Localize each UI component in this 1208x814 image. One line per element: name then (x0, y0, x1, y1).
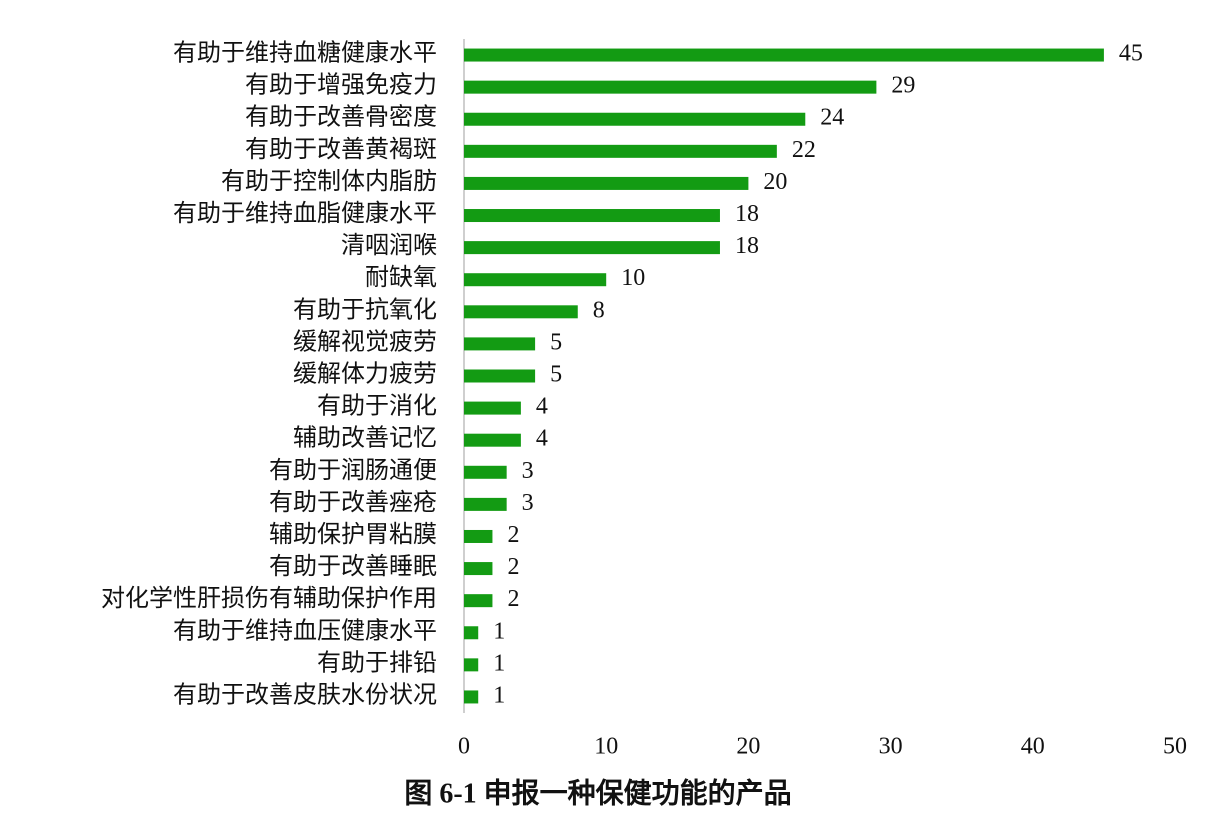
x-tick-label: 40 (1021, 734, 1045, 760)
y-tick-label: 有助于改善皮肤水份状况 (173, 681, 437, 708)
x-tick-label: 20 (736, 734, 760, 760)
value-label: 5 (550, 329, 562, 355)
y-tick-label: 有助于维持血糖健康水平 (173, 40, 437, 67)
value-label: 20 (763, 169, 787, 195)
y-tick-label: 有助于排铅 (317, 649, 437, 676)
y-tick-label: 有助于维持血脂健康水平 (173, 200, 437, 227)
x-tick-label: 50 (1163, 734, 1187, 760)
y-tick-label: 清咽润喉 (341, 232, 437, 259)
value-label: 29 (891, 73, 915, 99)
bar (464, 305, 578, 319)
y-tick-label: 耐缺氧 (365, 264, 437, 291)
y-tick-label: 对化学性肝损伤有辅助保护作用 (101, 585, 437, 612)
value-label: 18 (735, 201, 759, 227)
x-tick-label: 30 (879, 734, 903, 760)
bar (464, 529, 493, 543)
value-label: 1 (493, 618, 505, 644)
y-tick-label: 辅助改善记忆 (293, 425, 437, 452)
y-tick-label: 缓解体力疲劳 (293, 361, 437, 388)
y-tick-label: 有助于消化 (317, 393, 437, 420)
y-tick-label: 辅助保护胃粘膜 (269, 521, 437, 548)
bar (464, 48, 1104, 62)
value-label: 3 (522, 490, 534, 516)
bar (464, 658, 479, 672)
value-label: 10 (621, 265, 645, 291)
value-label: 3 (522, 458, 534, 484)
y-tick-label: 有助于改善睡眠 (269, 553, 437, 580)
y-tick-label: 缓解视觉疲劳 (293, 328, 437, 355)
y-tick-label: 有助于维持血压健康水平 (173, 617, 437, 644)
bar (464, 690, 479, 704)
bar (464, 433, 521, 447)
value-label: 1 (493, 682, 505, 708)
x-tick-label: 0 (458, 734, 470, 760)
bar (464, 401, 521, 415)
y-tick-label: 有助于抗氧化 (293, 296, 437, 323)
bar (464, 497, 507, 511)
bar (464, 273, 607, 287)
value-label: 1 (493, 650, 505, 676)
bar (464, 465, 507, 479)
bar (464, 337, 536, 351)
bar (464, 144, 777, 158)
bar (464, 369, 536, 383)
y-tick-label: 有助于增强免疫力 (245, 72, 437, 99)
y-tick-label: 有助于控制体内脂肪 (221, 168, 437, 195)
value-label: 2 (507, 522, 519, 548)
bar (464, 241, 720, 255)
value-label: 24 (820, 105, 844, 131)
bar (464, 176, 749, 190)
value-label: 5 (550, 362, 562, 388)
chart-title: 图 6-1 申报一种保健功能的产品 (404, 776, 791, 809)
bar (464, 626, 479, 640)
value-label: 4 (536, 426, 548, 452)
y-tick-label: 有助于改善骨密度 (245, 104, 437, 131)
bar (464, 209, 720, 223)
value-label: 8 (593, 297, 605, 323)
value-label: 45 (1119, 41, 1143, 67)
x-tick-label: 10 (594, 734, 618, 760)
bar (464, 594, 493, 608)
value-label: 4 (536, 394, 548, 420)
y-tick-label: 有助于润肠通便 (269, 457, 437, 484)
bar (464, 112, 806, 126)
value-label: 2 (507, 554, 519, 580)
bar (464, 80, 877, 94)
value-label: 2 (507, 586, 519, 612)
y-tick-label: 有助于改善痤疮 (269, 489, 437, 516)
value-label: 18 (735, 233, 759, 259)
y-tick-label: 有助于改善黄褐斑 (245, 136, 437, 163)
value-label: 22 (792, 137, 816, 163)
bar (464, 562, 493, 576)
